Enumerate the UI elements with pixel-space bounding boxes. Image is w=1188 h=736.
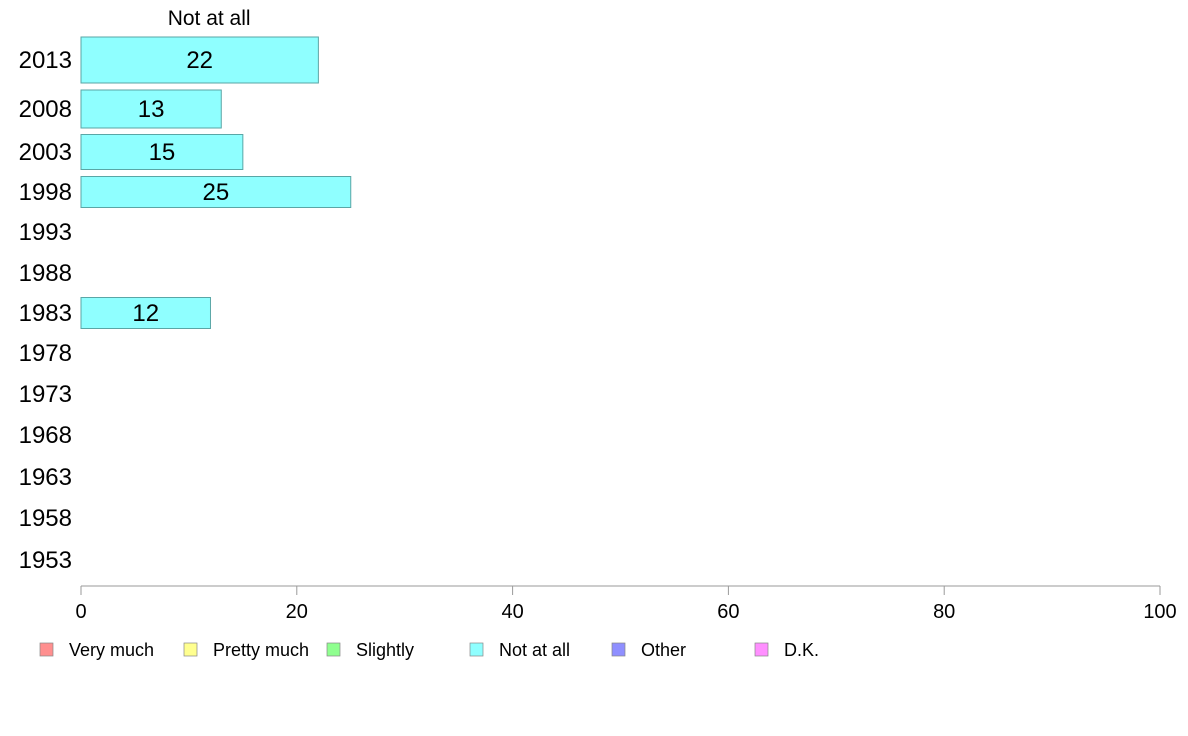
year-label-1968: 1968	[19, 422, 72, 449]
legend-swatch-not-at-all	[469, 642, 484, 657]
bar-value-label-2008: 13	[138, 96, 165, 123]
legend-label-very-much: Very much	[69, 640, 154, 660]
x-tick-label-20: 20	[286, 601, 308, 623]
year-label-1998: 1998	[19, 179, 72, 206]
bars-group: 22 13 15 25 12	[80, 36, 352, 329]
x-tick-label-80: 80	[933, 601, 955, 623]
legend-label-not-at-all: Not at all	[499, 640, 570, 660]
legend: Very much Pretty much Slightly Not at all Ot…	[39, 640, 819, 660]
x-tick-label-40: 40	[501, 601, 523, 623]
bar-2008	[80, 89, 222, 129]
year-label-1993: 1993	[19, 219, 72, 246]
bar-2013	[80, 36, 319, 84]
year-label-1973: 1973	[19, 381, 72, 408]
legend-label-slightly: Slightly	[356, 640, 414, 660]
legend-label-pretty-much: Pretty much	[213, 640, 309, 660]
legend-swatch-pretty-much	[183, 642, 198, 657]
x-axis: 0 20 40 60 80 100	[75, 585, 1177, 623]
year-label-1983: 1983	[19, 300, 72, 327]
x-tick-label-60: 60	[717, 601, 739, 623]
bar-value-label-1983: 12	[132, 300, 159, 327]
legend-label-other: Other	[641, 640, 686, 660]
x-tick-label-0: 0	[75, 601, 86, 623]
bar-value-label-2013: 22	[186, 47, 213, 74]
year-labels: 2013 2008 2003 1998 1993 1988 1983 1978 1973 1968…	[19, 47, 72, 574]
bar-value-label-1998: 25	[203, 179, 230, 206]
bar-1983	[80, 297, 211, 329]
legend-swatch-slightly	[326, 642, 341, 657]
legend-swatch-very-much	[39, 642, 54, 657]
year-label-1958: 1958	[19, 505, 72, 532]
bar-2003	[80, 134, 244, 170]
year-label-1978: 1978	[19, 340, 72, 367]
legend-swatch-other	[611, 642, 626, 657]
legend-swatch-d-k	[754, 642, 769, 657]
year-label-2013: 2013	[19, 47, 72, 74]
year-label-2003: 2003	[19, 139, 72, 166]
year-label-1963: 1963	[19, 464, 72, 491]
year-label-2008: 2008	[19, 96, 72, 123]
chart-title: Not at all	[168, 7, 251, 30]
legend-label-d-k: D.K.	[784, 640, 819, 660]
year-label-1953: 1953	[19, 547, 72, 574]
year-label-1988: 1988	[19, 260, 72, 287]
bar-value-label-2003: 15	[149, 139, 176, 166]
x-tick-label-100: 100	[1143, 601, 1176, 623]
bar-1998	[80, 176, 352, 208]
